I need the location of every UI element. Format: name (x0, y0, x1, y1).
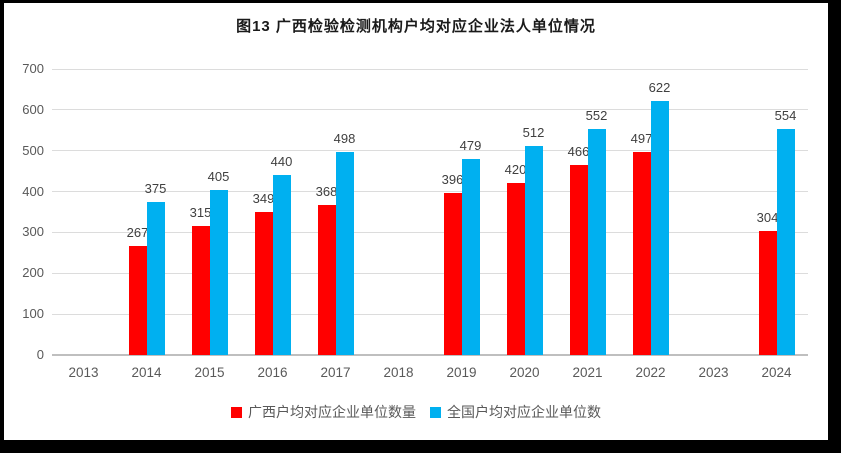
bar-national (587, 129, 606, 355)
bar-value-label-national: 479 (459, 138, 482, 154)
legend-swatch-guangxi-icon (231, 406, 242, 418)
gridline (52, 231, 808, 233)
bar-value-label-national: 554 (774, 107, 797, 123)
bar-value-label-guangxi: 349 (252, 191, 275, 207)
gridline (52, 150, 808, 152)
x-axis-line (52, 354, 808, 356)
legend: 广西户均对应企业单位数量 全国户均对应企业单位数 (4, 402, 828, 422)
bar-guangxi (317, 204, 336, 355)
bar-guangxi (254, 212, 273, 355)
x-axis-category-label: 2016 (257, 365, 288, 380)
gridline (52, 68, 808, 70)
bar-guangxi (443, 193, 462, 355)
bar-national (335, 151, 354, 355)
x-axis-category-label: 2017 (320, 365, 351, 380)
x-axis-category-label: 2018 (383, 365, 414, 380)
x-axis-category-label: 2020 (509, 365, 540, 380)
bar-value-label-guangxi: 466 (567, 143, 590, 159)
y-axis-tick-label: 700 (22, 61, 44, 76)
bar-national (650, 100, 669, 355)
bar-guangxi (128, 245, 147, 355)
bar-value-label-guangxi: 420 (504, 162, 527, 178)
bar-value-label-guangxi: 497 (630, 130, 653, 146)
gridline (52, 313, 808, 315)
bar-national (461, 159, 480, 355)
bar-national (272, 175, 291, 355)
bar-value-label-guangxi: 315 (189, 205, 212, 221)
bar-value-label-national: 498 (333, 130, 356, 146)
gridline (52, 272, 808, 274)
y-axis-tick-label: 500 (22, 142, 44, 158)
legend-item-national: 全国户均对应企业单位数 (430, 402, 601, 422)
bar-guangxi (758, 230, 777, 355)
bar-national (146, 201, 165, 355)
legend-label-guangxi: 广西户均对应企业单位数量 (248, 404, 416, 420)
bar-national (209, 189, 228, 355)
x-axis-category-label: 2024 (761, 365, 792, 380)
x-axis-category-label: 2015 (194, 365, 225, 380)
bar-guangxi (632, 151, 651, 355)
bar-value-label-national: 552 (585, 108, 608, 124)
legend-label-national: 全国户均对应企业单位数 (447, 404, 601, 420)
x-axis-category-label: 2022 (635, 365, 666, 380)
plot-area: 0 100 200 300 400 500 600 700 2013 2014 267 375 2015… (4, 3, 828, 440)
bar-national (524, 145, 543, 355)
legend-item-guangxi: 广西户均对应企业单位数量 (231, 402, 416, 422)
y-axis-tick-label: 600 (22, 101, 44, 117)
legend-swatch-national-icon (430, 406, 441, 418)
bar-value-label-national: 622 (648, 79, 671, 95)
y-axis-tick-label: 300 (22, 224, 44, 240)
y-axis-tick-label: 100 (22, 306, 44, 322)
y-axis-tick-label: 400 (22, 183, 44, 199)
bar-value-label-national: 375 (144, 180, 167, 196)
bar-value-label-national: 512 (522, 124, 545, 140)
bar-guangxi (191, 226, 210, 355)
bar-value-label-guangxi: 304 (756, 209, 779, 225)
bar-national (776, 128, 795, 355)
x-axis-category-label: 2013 (68, 365, 99, 380)
bar-guangxi (506, 183, 525, 355)
bar-value-label-guangxi: 368 (315, 183, 338, 199)
x-axis-category-label: 2014 (131, 365, 162, 380)
gridline (52, 191, 808, 193)
bar-value-label-guangxi: 396 (441, 172, 464, 188)
gridline (52, 109, 808, 111)
bar-guangxi (569, 164, 588, 355)
bar-value-label-guangxi: 267 (126, 224, 149, 240)
chart-title: 图13 广西检验检测机构户均对应企业法人单位情况 (236, 18, 596, 35)
x-axis-category-label: 2023 (698, 365, 729, 380)
bar-value-label-national: 440 (270, 154, 293, 170)
bar-value-label-national: 405 (207, 168, 230, 184)
y-axis-tick-label: 200 (22, 265, 44, 281)
y-axis-tick-label: 0 (36, 347, 44, 362)
x-axis-category-label: 2019 (446, 365, 477, 380)
x-axis-category-label: 2021 (572, 365, 603, 380)
